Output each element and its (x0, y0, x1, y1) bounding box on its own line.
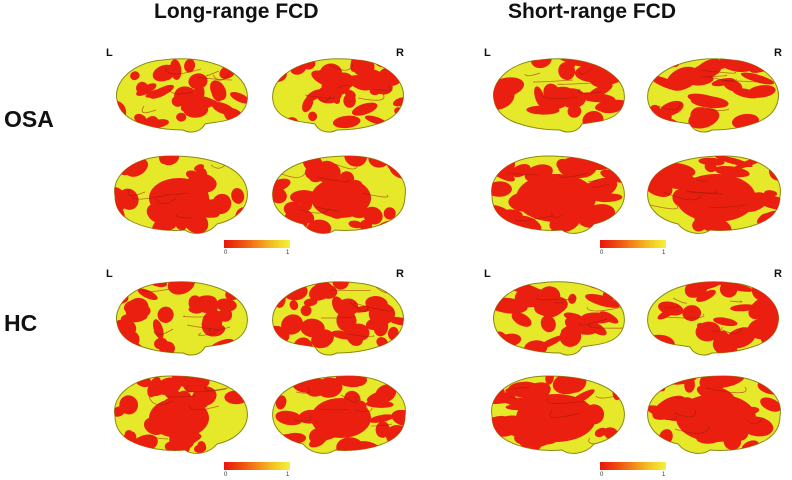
hemisphere-label-right: R (396, 47, 404, 59)
brain-osa-short-left-medial (491, 155, 625, 234)
brain-hc-long-right-medial (272, 375, 406, 454)
hemisphere-label-left: L (484, 47, 491, 59)
colorbar (224, 240, 290, 248)
hemisphere-label-right: R (774, 268, 782, 280)
brain-osa-short-right-lateral (647, 58, 779, 133)
brain-hc-short-left-lateral (493, 281, 625, 356)
brain-hc-short-right-lateral (647, 281, 779, 356)
brain-osa-long-right-lateral (272, 58, 404, 133)
colorbar (224, 462, 290, 470)
colorbar-max-label: 1 (662, 250, 666, 256)
brain-osa-long-left-lateral (116, 58, 248, 133)
hemisphere-label-left: L (484, 268, 491, 280)
colorbar-min-label: 0 (224, 250, 228, 256)
brain-osa-long-right-medial (272, 155, 406, 234)
brain-osa-long-left-medial (114, 155, 248, 234)
colorbar-max-label: 1 (286, 250, 290, 256)
colorbar-max-label: 1 (662, 472, 666, 478)
colorbar-min-label: 0 (600, 472, 604, 478)
colorbar (600, 462, 666, 470)
row-label-hc: HC (4, 310, 38, 336)
brain-hc-short-left-medial (491, 375, 625, 454)
row-label-osa: OSA (4, 106, 54, 132)
brain-osa-short-right-medial (647, 155, 781, 234)
colorbar-min-label: 0 (600, 250, 604, 256)
colorbar-min-label: 0 (224, 472, 228, 478)
hemisphere-label-left: L (106, 47, 113, 59)
column-title-long-range: Long-range FCD (154, 0, 319, 23)
hemisphere-label-right: R (774, 47, 782, 59)
hemisphere-label-left: L (106, 268, 113, 280)
brain-hc-long-left-medial (114, 375, 248, 454)
column-title-short-range: Short-range FCD (508, 0, 676, 23)
hemisphere-label-right: R (396, 268, 404, 280)
brain-hc-long-right-lateral (272, 281, 404, 356)
brain-hc-short-right-medial (647, 375, 781, 454)
colorbar-max-label: 1 (286, 472, 290, 478)
brain-osa-short-left-lateral (493, 58, 625, 133)
brain-hc-long-left-lateral (116, 281, 248, 356)
colorbar (600, 240, 666, 248)
